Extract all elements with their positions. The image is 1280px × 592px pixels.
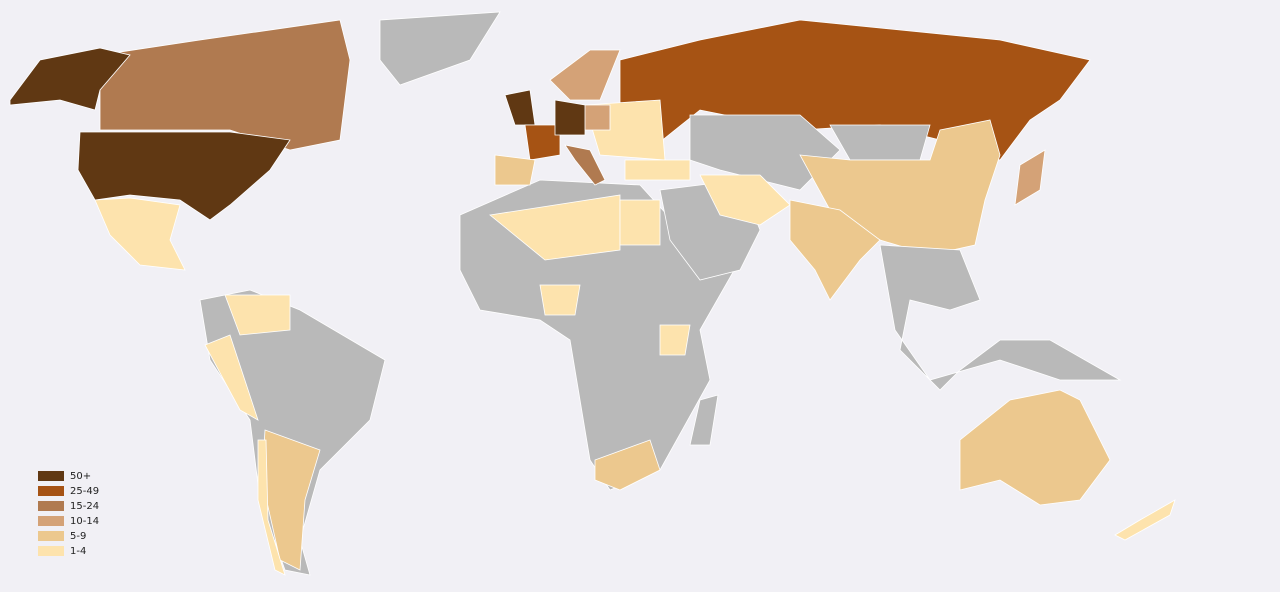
egypt	[619, 199, 661, 246]
scandinavia	[549, 49, 621, 101]
legend-label: 5-9	[70, 531, 86, 542]
japan	[1014, 149, 1046, 206]
legend-swatch	[38, 531, 64, 541]
madagascar	[689, 394, 719, 446]
legend-swatch	[38, 471, 64, 481]
algeria-libya	[489, 194, 621, 261]
iran	[699, 174, 791, 226]
greenland	[379, 11, 501, 86]
legend-swatch	[38, 516, 64, 526]
chile	[257, 439, 286, 576]
peru	[204, 334, 259, 421]
legend-label: 10-14	[70, 516, 99, 527]
mexico	[94, 197, 186, 271]
legend: 50+ 25-49 15-24 10-14 5-9 1-4	[38, 471, 99, 557]
new-zealand	[1114, 499, 1176, 541]
india	[789, 199, 881, 301]
legend-swatch	[38, 501, 64, 511]
legend-label: 15-24	[70, 501, 99, 512]
australia	[959, 389, 1111, 506]
canada	[99, 19, 351, 151]
italy	[564, 144, 606, 186]
legend-swatch	[38, 486, 64, 496]
usa	[77, 131, 291, 221]
kenya	[659, 324, 691, 356]
nigeria	[539, 284, 581, 316]
france	[524, 124, 561, 161]
colombia-venezuela	[224, 294, 291, 336]
legend-swatch	[38, 546, 64, 556]
alaska	[9, 47, 131, 111]
legend-label: 25-49	[70, 486, 99, 497]
spain	[494, 154, 536, 186]
germany	[554, 99, 586, 136]
legend-label: 1-4	[70, 546, 86, 557]
south-africa	[594, 439, 661, 491]
countries	[9, 11, 1176, 576]
southeast-asia	[879, 244, 1122, 391]
turkey	[624, 159, 691, 181]
legend-label: 50+	[70, 471, 91, 482]
